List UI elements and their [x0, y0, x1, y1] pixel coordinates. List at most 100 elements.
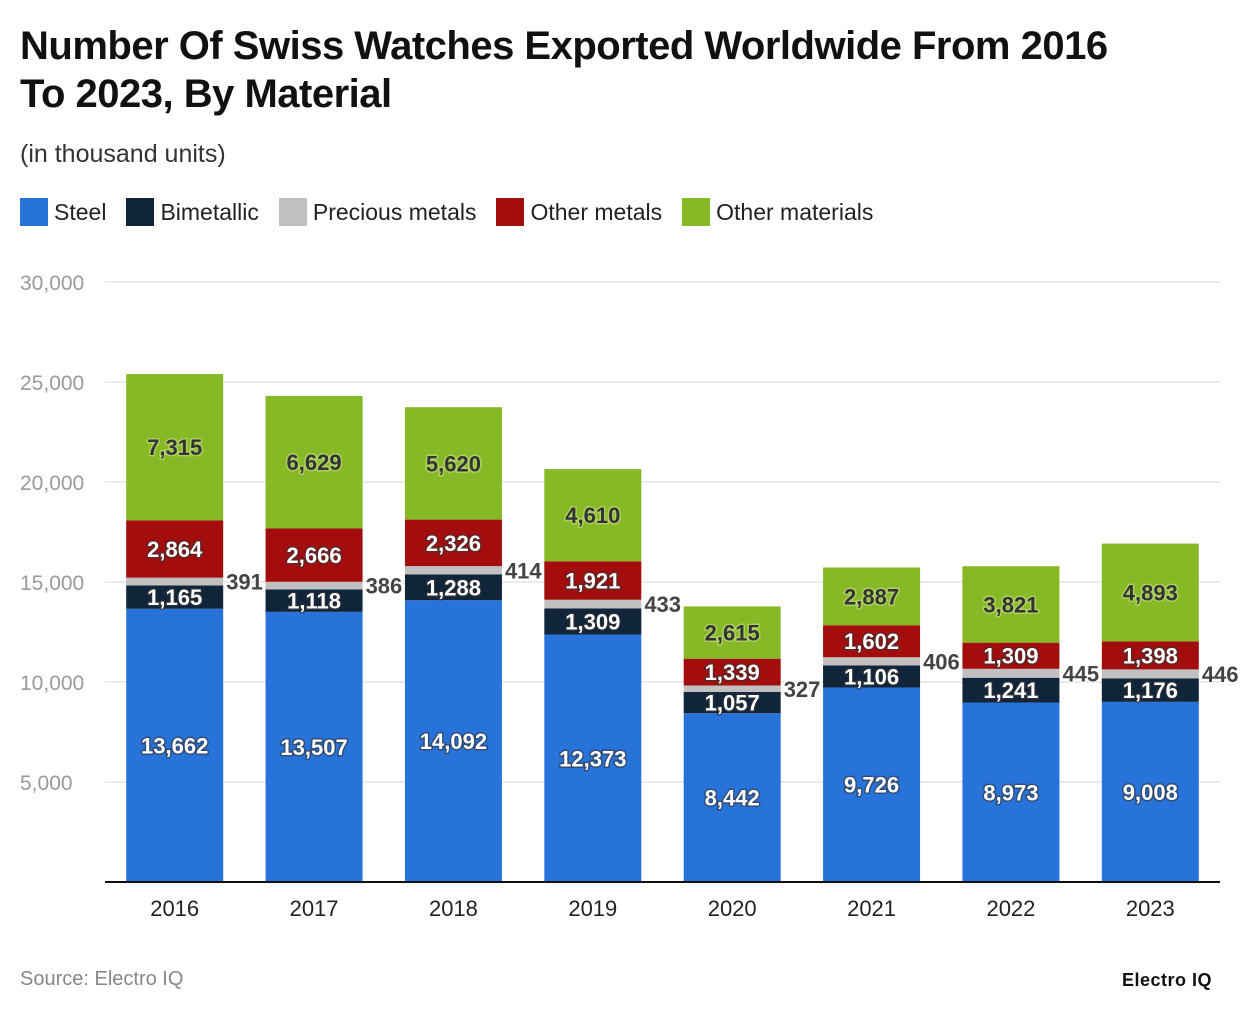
- bar-segment: [404, 407, 502, 520]
- bar-segment: [265, 581, 363, 590]
- bar-segment: [962, 642, 1060, 669]
- x-tick-label: 2021: [847, 896, 896, 921]
- data-label: 1,118: [287, 589, 341, 614]
- data-label: 4,893: [1123, 581, 1178, 606]
- legend-label: Precious metals: [312, 198, 477, 225]
- data-label: 1,057: [705, 691, 760, 716]
- data-label: 3,821: [983, 592, 1038, 617]
- bar-segment: [823, 567, 921, 626]
- brand-logo: Electro IQ: [1121, 970, 1212, 990]
- data-label: 2,615: [705, 621, 760, 646]
- y-tick-label: 15,000: [20, 572, 84, 595]
- data-label: 1,309: [565, 609, 620, 634]
- bar-segment: [404, 519, 502, 567]
- x-tick-label: 2019: [568, 896, 617, 921]
- data-label: 414: [505, 558, 542, 583]
- legend-label: Bimetallic: [160, 198, 259, 225]
- data-label: 1,602: [844, 629, 899, 654]
- data-label: 406: [923, 649, 960, 674]
- x-tick-label: 2017: [290, 896, 339, 921]
- data-label: 8,973: [983, 780, 1038, 805]
- data-label: 386: [366, 574, 403, 599]
- bar-segment: [265, 395, 363, 529]
- bar-segment: [683, 713, 781, 882]
- data-label: 327: [784, 677, 821, 702]
- bar-segment: [1101, 641, 1199, 670]
- x-tick-label: 2016: [150, 896, 199, 921]
- y-tick-label: 25,000: [20, 372, 84, 395]
- data-label: 13,507: [280, 735, 347, 760]
- data-label: 2,326: [426, 531, 481, 556]
- bar-segment: [683, 685, 781, 693]
- chart-title: Number Of Swiss Watches Exported Worldwi…: [20, 24, 1108, 116]
- bar-segment: [823, 687, 921, 882]
- legend-item: Steel: [20, 198, 106, 226]
- data-label: 2,887: [844, 584, 899, 609]
- data-label: 9,008: [1123, 780, 1178, 805]
- bar-segment: [823, 665, 921, 688]
- bar-segment: [1101, 543, 1199, 642]
- bar-segment: [404, 600, 502, 882]
- legend-item: Bimetallic: [126, 198, 259, 226]
- data-label: 446: [1202, 662, 1239, 687]
- y-tick-label: 30,000: [20, 272, 84, 295]
- legend-label: Steel: [54, 198, 107, 225]
- data-label: 1,288: [426, 575, 481, 600]
- data-label: 1,921: [565, 568, 620, 593]
- bar-segment: [265, 589, 363, 612]
- bar-segment: [683, 692, 781, 714]
- data-label: 1,106: [844, 664, 899, 689]
- data-label: 445: [1062, 661, 1099, 686]
- legend-item: Other materials: [682, 198, 873, 226]
- data-label: 14,092: [420, 729, 487, 754]
- bar-segment: [962, 702, 1060, 882]
- chart-subtitle: (in thousand units): [20, 140, 226, 168]
- y-tick-label: 20,000: [20, 472, 84, 495]
- legend-label: Other metals: [530, 198, 663, 225]
- bar-segment: [544, 469, 642, 562]
- legend-swatch: [278, 198, 307, 226]
- legend-swatch: [496, 198, 525, 226]
- data-label: 12,373: [559, 746, 626, 771]
- x-tick-label: 2022: [986, 896, 1035, 921]
- data-label: 13,662: [141, 733, 208, 758]
- data-label: 433: [644, 592, 681, 617]
- data-label: 2,864: [147, 537, 203, 562]
- bar-segment: [126, 577, 224, 586]
- bar-segment: [962, 668, 1060, 678]
- data-label: 1,241: [983, 678, 1038, 703]
- data-label: 5,620: [426, 451, 481, 476]
- bar-segment: [962, 677, 1060, 703]
- legend-label: Other materials: [716, 198, 874, 225]
- data-label: 8,442: [705, 786, 760, 811]
- bar-segment: [823, 657, 921, 666]
- legend-swatch: [20, 198, 48, 226]
- legend-swatch: [682, 198, 711, 226]
- bar-segment: [265, 528, 363, 582]
- y-tick-label: 10,000: [20, 672, 84, 695]
- bar-segment: [962, 566, 1060, 643]
- bar-segment: [1101, 701, 1199, 882]
- source-note: Source: Electro IQ: [20, 968, 184, 990]
- bar-segment: [126, 608, 224, 882]
- legend-item: Other metals: [496, 198, 662, 226]
- bar-segment: [126, 520, 224, 578]
- legend: Steel Bimetallic Precious metals Other meta…: [20, 198, 893, 226]
- x-tick-label: 2020: [708, 896, 757, 921]
- bar-segment: [1101, 678, 1199, 702]
- data-label: 2,666: [287, 543, 342, 568]
- bar-segment: [544, 634, 642, 882]
- legend-item: Precious metals: [278, 198, 477, 226]
- data-label: 1,309: [983, 644, 1038, 669]
- data-label: 391: [226, 570, 263, 595]
- bar-segment: [683, 606, 781, 659]
- data-label: 1,398: [1123, 643, 1178, 668]
- data-label: 7,315: [147, 435, 202, 460]
- bar-segment: [544, 599, 642, 609]
- data-label: 9,726: [844, 773, 899, 798]
- data-label: 4,610: [565, 503, 620, 528]
- bar-segment: [126, 585, 224, 609]
- bar-segment: [126, 374, 224, 521]
